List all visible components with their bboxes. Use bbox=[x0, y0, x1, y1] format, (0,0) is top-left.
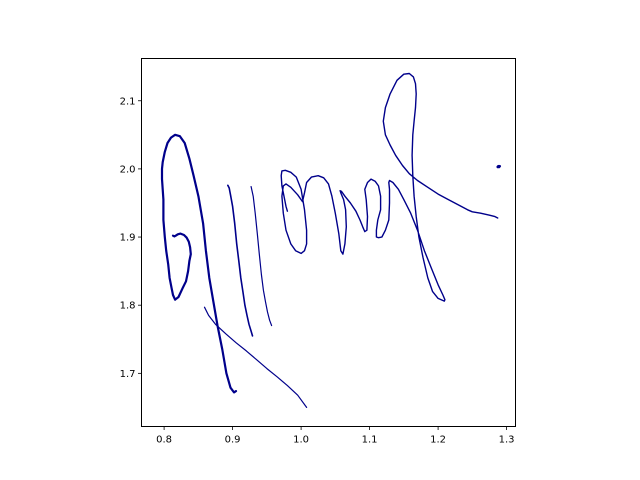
x-tick-label: 1.2 bbox=[430, 435, 446, 446]
signature-stroke-3 bbox=[250, 186, 273, 327]
signature-stroke-5 bbox=[280, 72, 499, 302]
x-tick-label: 1.0 bbox=[293, 435, 309, 446]
x-tick-label: 1.3 bbox=[499, 435, 515, 446]
signature-stroke-6 bbox=[496, 164, 502, 169]
y-tick-label: 1.7 bbox=[120, 369, 136, 380]
signature-strokes bbox=[160, 72, 502, 408]
x-axis: 0.8 0.9 1.0 1.1 1.2 1.3 bbox=[156, 426, 515, 446]
y-tick-label: 2.0 bbox=[120, 164, 136, 175]
signature-stroke-4 bbox=[203, 306, 308, 408]
signature-stroke-1 bbox=[160, 133, 238, 394]
y-axis: 1.7 1.8 1.9 2.0 2.1 bbox=[120, 96, 142, 380]
axes-frame bbox=[141, 58, 516, 427]
y-tick-label: 1.8 bbox=[120, 301, 136, 312]
signature-stroke-2 bbox=[227, 184, 254, 337]
x-tick-label: 0.9 bbox=[225, 435, 241, 446]
x-tick-label: 0.8 bbox=[156, 435, 172, 446]
x-tick-label: 1.1 bbox=[362, 435, 378, 446]
y-tick-label: 1.9 bbox=[120, 233, 136, 244]
y-tick-label: 2.1 bbox=[120, 96, 136, 107]
